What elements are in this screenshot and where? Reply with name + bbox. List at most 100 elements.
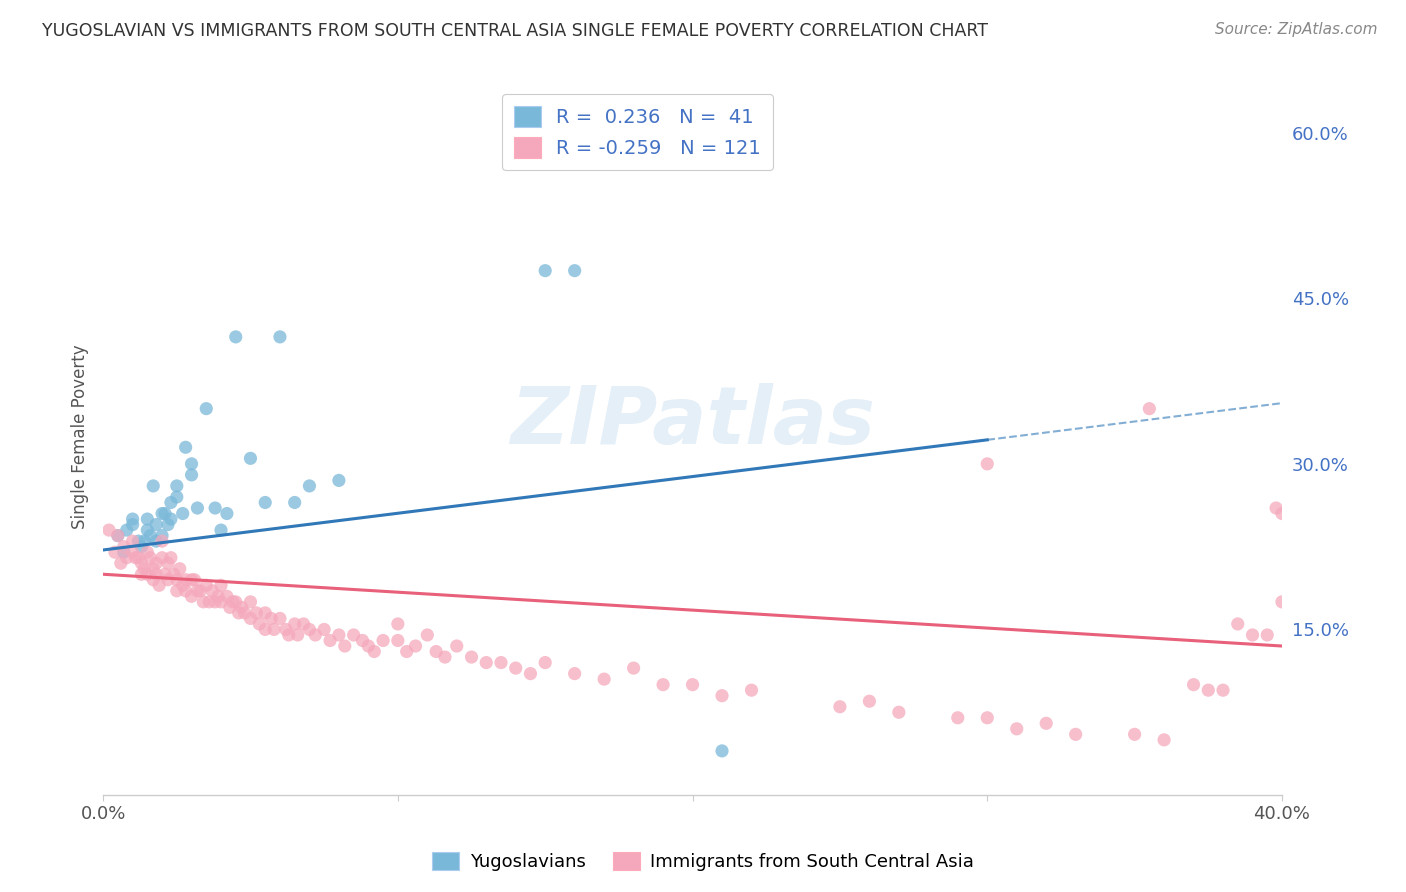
Point	[156, 556, 179, 570]
Point	[169, 562, 191, 576]
Point	[225, 330, 247, 344]
Point	[218, 600, 240, 615]
Point	[446, 639, 468, 653]
Point	[1035, 716, 1057, 731]
Point	[333, 639, 356, 653]
Point	[263, 623, 285, 637]
Point	[287, 628, 309, 642]
Point	[150, 528, 173, 542]
Point	[1137, 401, 1160, 416]
Point	[142, 573, 165, 587]
Point	[193, 595, 215, 609]
Point	[145, 517, 167, 532]
Point	[115, 523, 138, 537]
Point	[652, 678, 675, 692]
Point	[1226, 616, 1249, 631]
Point	[150, 507, 173, 521]
Text: YUGOSLAVIAN VS IMMIGRANTS FROM SOUTH CENTRAL ASIA SINGLE FEMALE POVERTY CORRELAT: YUGOSLAVIAN VS IMMIGRANTS FROM SOUTH CEN…	[42, 22, 988, 40]
Point	[260, 611, 283, 625]
Point	[163, 567, 186, 582]
Point	[128, 550, 150, 565]
Point	[207, 590, 229, 604]
Point	[534, 263, 557, 277]
Point	[343, 628, 366, 642]
Point	[204, 501, 226, 516]
Point	[245, 606, 267, 620]
Point	[277, 628, 299, 642]
Point	[254, 495, 277, 509]
Point	[475, 656, 498, 670]
Point	[976, 457, 998, 471]
Point	[198, 595, 221, 609]
Point	[115, 550, 138, 565]
Point	[121, 534, 143, 549]
Point	[711, 689, 734, 703]
Point	[233, 606, 256, 620]
Point	[534, 656, 557, 670]
Point	[136, 523, 159, 537]
Point	[433, 650, 456, 665]
Point	[225, 595, 247, 609]
Point	[128, 534, 150, 549]
Point	[153, 567, 176, 582]
Point	[976, 711, 998, 725]
Point	[148, 578, 170, 592]
Text: ZIPatlas: ZIPatlas	[510, 383, 875, 461]
Point	[131, 556, 153, 570]
Point	[215, 507, 238, 521]
Point	[153, 507, 176, 521]
Point	[156, 573, 179, 587]
Point	[328, 628, 350, 642]
Point	[1256, 628, 1278, 642]
Point	[160, 512, 183, 526]
Point	[1241, 628, 1264, 642]
Point	[319, 633, 342, 648]
Point	[1271, 507, 1294, 521]
Point	[239, 451, 262, 466]
Point	[254, 623, 277, 637]
Point	[1123, 727, 1146, 741]
Point	[150, 534, 173, 549]
Point	[858, 694, 880, 708]
Point	[174, 583, 197, 598]
Point	[371, 633, 394, 648]
Point	[121, 512, 143, 526]
Point	[186, 501, 208, 516]
Point	[269, 611, 291, 625]
Point	[121, 517, 143, 532]
Point	[239, 611, 262, 625]
Point	[204, 595, 226, 609]
Y-axis label: Single Female Poverty: Single Female Poverty	[72, 344, 89, 529]
Point	[711, 744, 734, 758]
Point	[387, 616, 409, 631]
Point	[134, 534, 156, 549]
Point	[1271, 595, 1294, 609]
Point	[352, 633, 374, 648]
Point	[160, 550, 183, 565]
Point	[180, 467, 202, 482]
Point	[298, 479, 321, 493]
Point	[489, 656, 512, 670]
Point	[172, 507, 194, 521]
Point	[284, 616, 307, 631]
Point	[623, 661, 645, 675]
Point	[136, 567, 159, 582]
Point	[98, 523, 121, 537]
Point	[145, 534, 167, 549]
Point	[564, 666, 586, 681]
Point	[124, 550, 146, 565]
Point	[110, 556, 132, 570]
Point	[1005, 722, 1028, 736]
Point	[564, 263, 586, 277]
Point	[254, 606, 277, 620]
Point	[142, 562, 165, 576]
Text: Source: ZipAtlas.com: Source: ZipAtlas.com	[1215, 22, 1378, 37]
Point	[201, 583, 224, 598]
Point	[145, 567, 167, 582]
Point	[104, 545, 127, 559]
Point	[136, 512, 159, 526]
Point	[1153, 732, 1175, 747]
Point	[209, 523, 232, 537]
Point	[136, 545, 159, 559]
Point	[231, 600, 253, 615]
